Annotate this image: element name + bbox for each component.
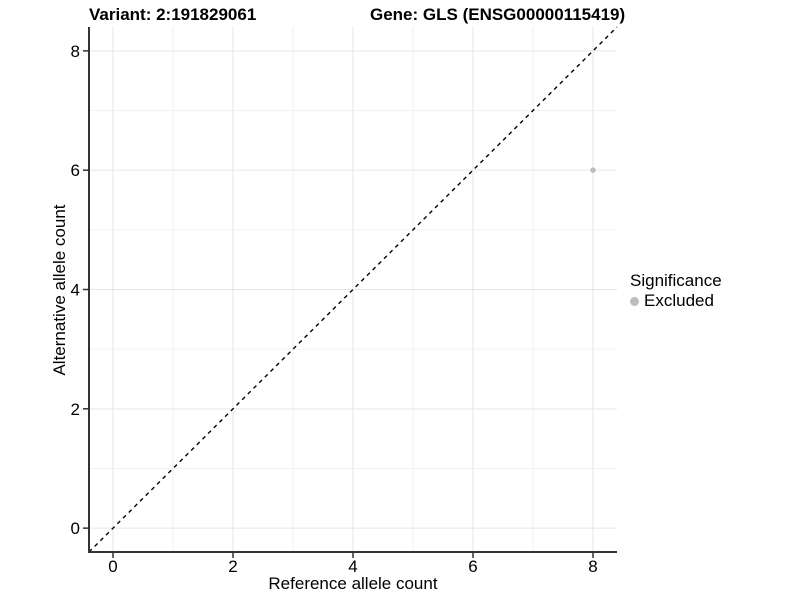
x-tick-label: 8 <box>588 557 597 576</box>
x-tick-label: 6 <box>468 557 477 576</box>
x-tick-label: 4 <box>348 557 357 576</box>
circle-icon <box>630 296 639 306</box>
x-tick-label: 2 <box>228 557 237 576</box>
legend-item-label: Excluded <box>644 291 714 310</box>
x-tick-label: 0 <box>108 557 117 576</box>
legend-item-excluded: Excluded <box>630 292 722 310</box>
y-axis-title: Alternative allele count <box>50 204 69 376</box>
gene-title: Gene: GLS (ENSG00000115419) <box>370 5 626 24</box>
legend-title: Significance <box>630 271 722 290</box>
y-tick-label: 6 <box>71 161 80 180</box>
legend: Significance Excluded <box>630 271 722 310</box>
y-tick-label: 8 <box>71 42 80 61</box>
y-tick-label: 2 <box>71 400 80 419</box>
variant-title: Variant: 2:191829061 <box>89 5 257 24</box>
data-point <box>590 167 596 173</box>
y-tick-label: 0 <box>71 519 80 538</box>
y-tick-label: 4 <box>71 281 80 300</box>
x-axis-title: Reference allele count <box>268 574 438 593</box>
